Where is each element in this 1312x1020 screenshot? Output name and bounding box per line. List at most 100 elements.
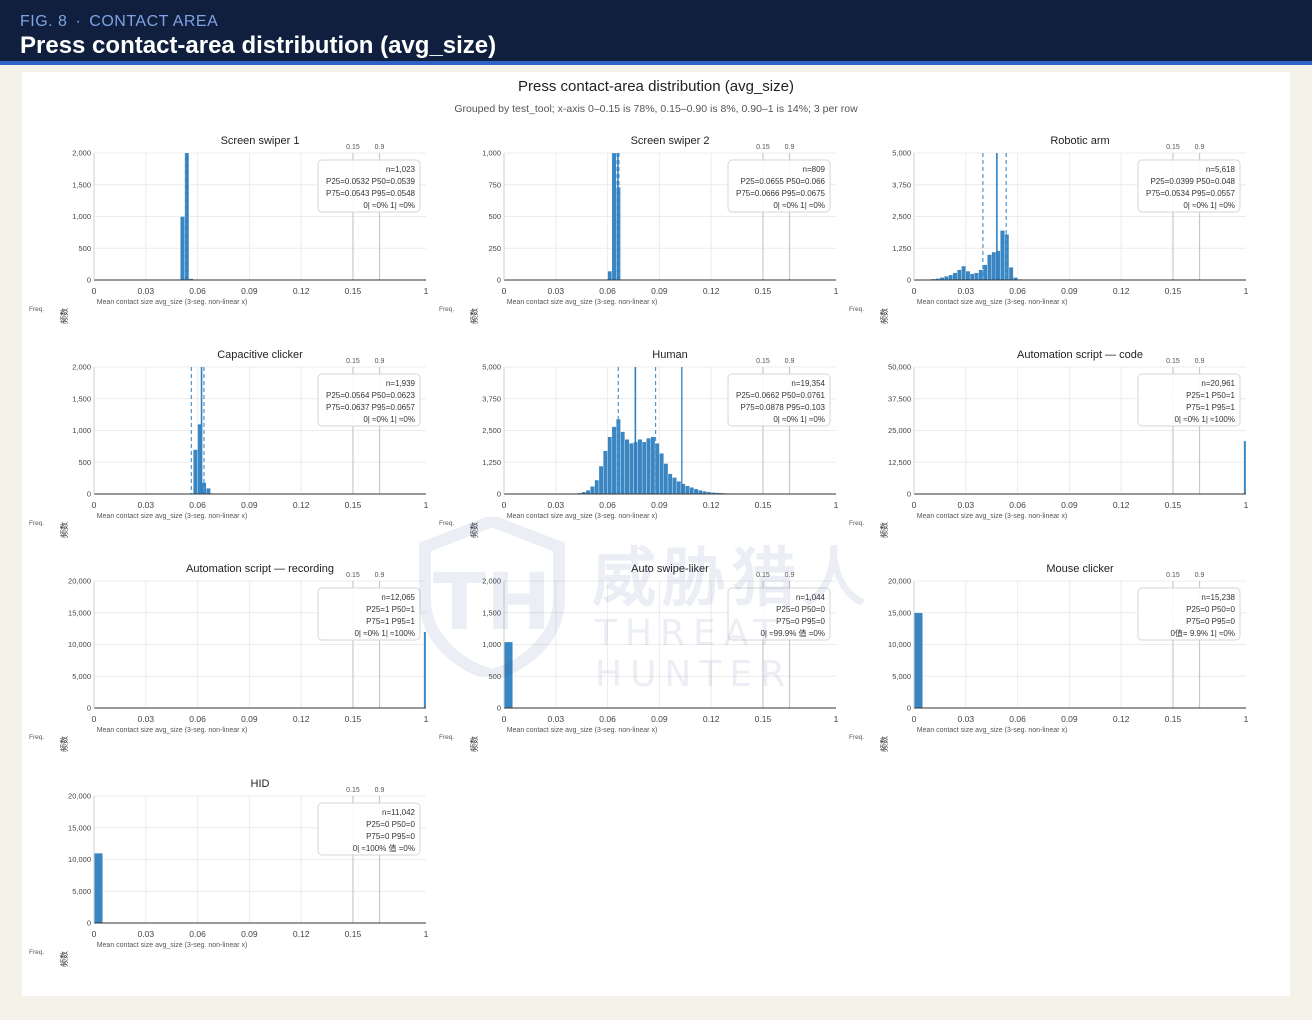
x-tick-label: 0.09 bbox=[651, 714, 668, 724]
stats-p75-p95: P75=0 P95=0 bbox=[776, 617, 825, 626]
x-tick-label: 0.15 bbox=[345, 500, 362, 510]
figure-header: FIG. 8 · CONTACT AREA Press contact-area d… bbox=[0, 0, 1312, 62]
x-tick-label: 0.06 bbox=[189, 286, 206, 296]
x-tick-label: 0.12 bbox=[293, 929, 310, 939]
x-tick-label: 0.06 bbox=[599, 286, 616, 296]
small-multiples: Screen swiper 1 0 500 1,000 1,500 2,000 0 0.03 0… bbox=[29, 135, 1249, 967]
x-tick-label: 0 bbox=[502, 714, 507, 724]
histogram-bar bbox=[944, 276, 949, 281]
y-tick-label: 0 bbox=[87, 919, 91, 928]
y-axis-label-cn: 频数 bbox=[879, 522, 889, 538]
ref-line-label: 0.9 bbox=[375, 144, 385, 151]
stats-p75-p95: P75=1 P95=1 bbox=[366, 617, 415, 626]
histogram-bar bbox=[590, 486, 595, 495]
stats-p25-p50: P25=1 P50=1 bbox=[1186, 391, 1235, 400]
histogram-bar bbox=[503, 641, 513, 709]
histogram-bar bbox=[676, 481, 682, 495]
x-tick-label: 0.06 bbox=[189, 714, 206, 724]
y-axis-label-cn: 频数 bbox=[469, 522, 479, 538]
x-tick-label: 0.03 bbox=[138, 929, 155, 939]
histogram-bar bbox=[948, 274, 953, 281]
y-tick-label: 20,000 bbox=[888, 577, 911, 586]
figure-kicker: FIG. 8 · CONTACT AREA bbox=[20, 13, 218, 31]
y-tick-label: 15,000 bbox=[68, 608, 91, 617]
y-tick-label: 1,000 bbox=[72, 212, 91, 221]
y-tick-label: 0 bbox=[907, 490, 911, 499]
y-tick-label: 500 bbox=[488, 672, 501, 681]
stats-p25-p50: P25=0 P50=0 bbox=[1186, 605, 1235, 614]
ref-line-label: 0.9 bbox=[785, 144, 795, 151]
y-tick-label: 5,000 bbox=[72, 887, 91, 896]
y-tick-label: 37,500 bbox=[888, 394, 911, 403]
x-tick-label: 0.03 bbox=[548, 714, 565, 724]
ref-line-label: 0.15 bbox=[1166, 144, 1180, 151]
x-tick-label: 0 bbox=[912, 500, 917, 510]
stats-p25-p50: P25=0.0564 P50=0.0623 bbox=[326, 391, 416, 400]
x-tick-label: 1 bbox=[834, 286, 839, 296]
stats-p75-p95: P75=0.0878 P95=0.103 bbox=[740, 403, 825, 412]
panel-title: Human bbox=[652, 349, 687, 361]
y-tick-label: 0 bbox=[497, 276, 501, 285]
y-tick-label: 1,500 bbox=[72, 180, 91, 189]
y-tick-label: 10,000 bbox=[888, 640, 911, 649]
x-tick-label: 0.03 bbox=[138, 714, 155, 724]
kicker-separator: · bbox=[75, 13, 82, 30]
stats-box bbox=[1137, 159, 1241, 213]
histogram-bar bbox=[698, 490, 703, 495]
y-tick-label: 500 bbox=[488, 212, 501, 221]
x-tick-label: 0.03 bbox=[138, 286, 155, 296]
stats-p75-p95: P75=0 P95=0 bbox=[366, 832, 415, 841]
histogram-bar bbox=[598, 465, 604, 495]
x-tick-label: 0.12 bbox=[293, 500, 310, 510]
x-tick-label: 0 bbox=[912, 286, 917, 296]
stats-count: n=1,044 bbox=[796, 593, 826, 602]
x-axis-label: Mean contact size avg_size (3-seg. non-l… bbox=[507, 513, 658, 520]
ref-line-label: 0.15 bbox=[756, 358, 770, 365]
y-tick-label: 2,500 bbox=[892, 212, 911, 221]
x-tick-label: 0.15 bbox=[755, 286, 772, 296]
y-tick-label: 0 bbox=[87, 704, 91, 713]
stats-extremes: 0| ≈0% 1| ≈100% bbox=[1174, 415, 1235, 424]
x-tick-label: 0.06 bbox=[599, 500, 616, 510]
stats-p75-p95: P75=1 P95=1 bbox=[1186, 403, 1235, 412]
panel-title: Automation script — code bbox=[1017, 349, 1143, 361]
stats-box bbox=[317, 802, 421, 856]
y-axis-label-cn: 频数 bbox=[879, 308, 889, 324]
x-tick-label: 0.06 bbox=[1009, 500, 1026, 510]
y-axis-label-cn: 频数 bbox=[59, 736, 69, 752]
y-tick-label: 0 bbox=[87, 276, 91, 285]
x-tick-label: 0.12 bbox=[293, 714, 310, 724]
x-tick-label: 1 bbox=[834, 500, 839, 510]
y-tick-label: 5,000 bbox=[72, 672, 91, 681]
y-tick-label: 1,500 bbox=[482, 608, 501, 617]
x-tick-label: 1 bbox=[424, 714, 429, 724]
y-axis-label-en: Freq. bbox=[439, 306, 454, 313]
stats-extremes: 0| ≈0% 1| ≈100% bbox=[354, 629, 415, 638]
stats-p25-p50: P25=0.0655 P50=0.066 bbox=[740, 177, 825, 186]
x-tick-label: 0.12 bbox=[703, 714, 720, 724]
histogram-bar bbox=[952, 272, 958, 281]
x-tick-label: 1 bbox=[834, 714, 839, 724]
y-axis-label-en: Freq. bbox=[849, 520, 864, 527]
stats-box bbox=[317, 373, 421, 427]
x-tick-label: 0.09 bbox=[241, 929, 258, 939]
stats-extremes: 0| ≈100% 值 =0% bbox=[353, 843, 415, 853]
stats-box bbox=[317, 587, 421, 641]
histogram-bar bbox=[93, 853, 103, 924]
x-tick-label: 1 bbox=[1244, 286, 1249, 296]
stats-extremes: 0| ≈0% 1| ≈0% bbox=[773, 415, 825, 424]
y-axis-label-en: Freq. bbox=[849, 306, 864, 313]
x-tick-label: 0.09 bbox=[1061, 714, 1078, 724]
y-tick-label: 500 bbox=[78, 244, 91, 253]
histogram-bar bbox=[641, 441, 647, 495]
x-tick-label: 0.12 bbox=[1113, 714, 1130, 724]
ref-line-label: 0.9 bbox=[1195, 358, 1205, 365]
panel-title: Mouse clicker bbox=[1046, 563, 1114, 575]
y-axis-label-cn: 频数 bbox=[469, 308, 479, 324]
x-axis-label: Mean contact size avg_size (3-seg. non-l… bbox=[917, 513, 1068, 520]
stats-extremes: 0| ≈0% 1| ≈0% bbox=[1183, 201, 1235, 210]
y-tick-label: 250 bbox=[488, 244, 501, 253]
panel-title: Screen swiper 2 bbox=[631, 135, 710, 147]
x-tick-label: 0.03 bbox=[548, 500, 565, 510]
panel-title: HID bbox=[251, 778, 270, 790]
